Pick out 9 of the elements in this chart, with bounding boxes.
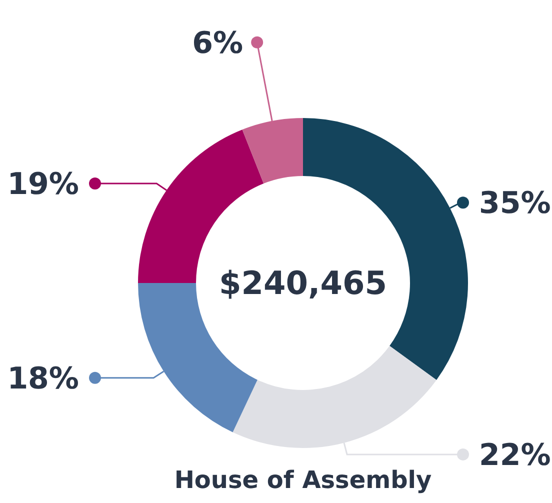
text: House of Assembly (174, 466, 432, 494)
donut-slice (242, 118, 303, 184)
data-label: 19% (7, 167, 79, 202)
data-label: 6% (192, 26, 244, 61)
data-label: 22% (479, 438, 551, 473)
donut-slice (232, 346, 436, 448)
data-label: 35% (479, 186, 551, 222)
data-label: 18% (7, 361, 79, 396)
text: $240,465 (218, 264, 388, 302)
